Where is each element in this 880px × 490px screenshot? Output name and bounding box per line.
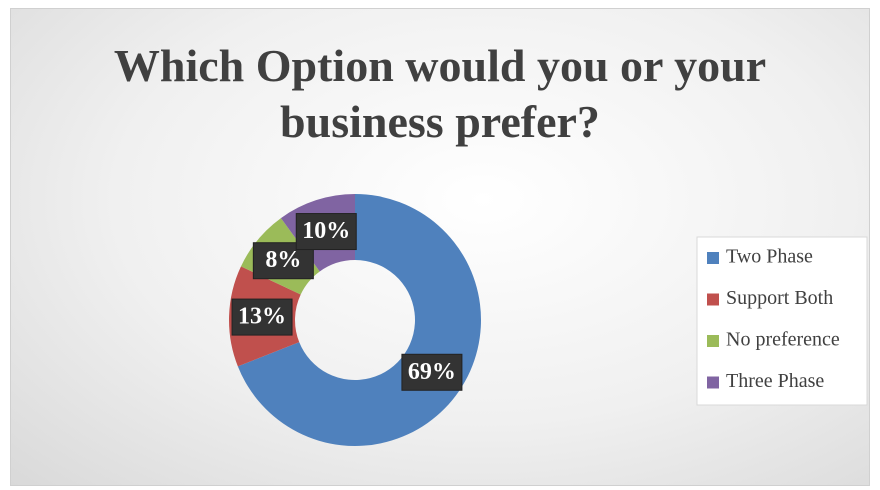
data-label: 8%	[265, 247, 301, 273]
data-label: 69%	[408, 359, 456, 385]
label-box	[231, 298, 293, 336]
label-box	[295, 213, 357, 251]
legend-label: Support Both	[726, 287, 833, 309]
label-box	[401, 353, 463, 391]
legend-label: No preference	[726, 329, 840, 351]
legend-swatch	[707, 252, 719, 264]
legend-swatch	[707, 293, 719, 306]
legend-box	[696, 236, 868, 406]
legend-swatch	[707, 335, 719, 347]
legend-label: Three Phase	[726, 370, 824, 392]
legend-label: Two Phase	[726, 246, 813, 268]
chart-title: Which Option would you or your business …	[113, 40, 767, 147]
data-label: 13%	[238, 304, 286, 330]
legend-swatch	[707, 376, 719, 389]
data-label: 10%	[302, 218, 350, 244]
